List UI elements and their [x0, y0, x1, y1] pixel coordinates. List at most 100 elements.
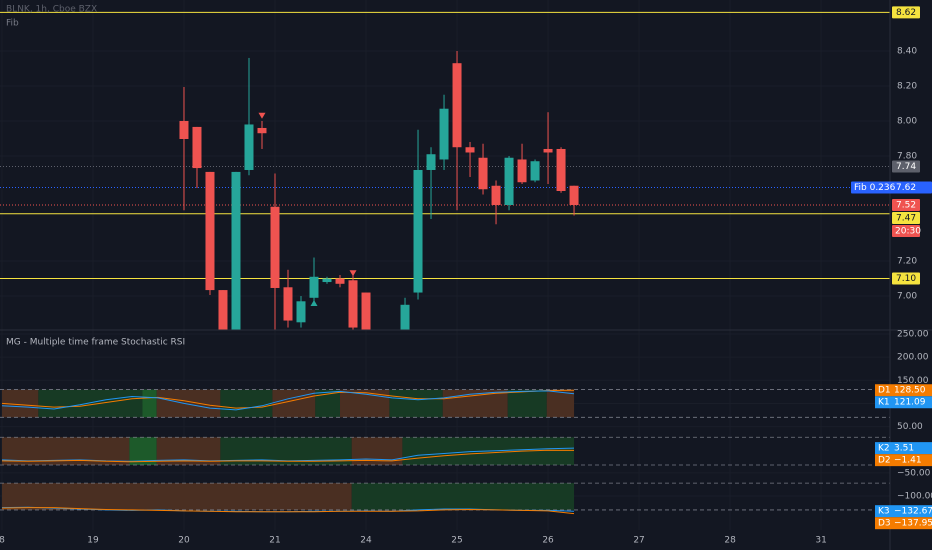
value-badge: [875, 505, 932, 518]
candle-body: [426, 154, 436, 170]
candle-body: [400, 304, 410, 330]
band-segment: [142, 389, 157, 418]
badge-name: D3: [878, 519, 891, 529]
price-badge-text: 7.47: [896, 214, 916, 224]
candle-body: [478, 157, 488, 190]
study-name: Fib: [6, 19, 19, 29]
symbol-title: BLNK, 1h, Cboe BZX: [6, 5, 97, 15]
axis-layer: 8 19 20 21 24 25 26 27 28 31 8.40 8.20 8.00 7.80 7.20 7…: [0, 6, 932, 546]
y-tick-label: 8.40: [897, 46, 917, 56]
signal-marker: [310, 300, 318, 307]
x-tick-label: 20: [178, 536, 190, 546]
badge-name: K2: [878, 444, 890, 454]
x-tick-label: 28: [724, 536, 736, 546]
value-badge: [875, 384, 932, 397]
band-segment: [38, 389, 143, 418]
band-segment: [156, 389, 221, 418]
price-badge: [892, 160, 920, 173]
x-tick-label: 24: [360, 536, 372, 546]
candle-body: [205, 171, 215, 291]
candle-body: [309, 276, 319, 298]
candle-body: [322, 278, 332, 283]
candle-body: [413, 169, 423, 293]
badge-value: 3.51: [894, 444, 914, 454]
indicator-layer: [0, 389, 890, 515]
y-tick-label: −100.00: [897, 492, 932, 502]
candle-body: [283, 287, 293, 321]
candle-body: [231, 171, 241, 330]
candle-body: [218, 290, 228, 330]
candle-body: [296, 301, 306, 323]
badge-name: K1: [878, 398, 890, 408]
price-badge: [892, 199, 920, 212]
x-tick-label: 21: [269, 536, 280, 546]
value-badge: [875, 442, 932, 455]
indicator-title: MG - Multiple time frame Stochastic RSI: [6, 338, 185, 348]
fib-badge: [851, 181, 932, 194]
fib-name: Fib 0.236: [854, 183, 896, 193]
price-badge: [892, 6, 920, 19]
x-tick-label: 26: [542, 536, 554, 546]
y-tick-label: 7.20: [897, 257, 917, 267]
x-tick-label: 25: [451, 536, 462, 546]
candle-body: [335, 278, 345, 284]
price-badge-text: 7.62: [896, 183, 916, 193]
price-badge: [892, 212, 920, 225]
badge-value: 121.09: [894, 398, 926, 408]
y-tick-label: 7.00: [897, 292, 917, 302]
indicator-line: [1, 449, 575, 463]
indicator-line: [1, 389, 575, 409]
candle-body: [530, 161, 540, 181]
badge-value: 128.50: [894, 386, 926, 396]
candle-body: [439, 108, 449, 160]
y-tick-label: 8.20: [897, 81, 917, 91]
indicator-line: [1, 507, 575, 515]
candle-body: [556, 148, 566, 191]
candle-body: [257, 127, 267, 134]
y-tick-label: 50.00: [897, 422, 923, 432]
badge-value: −132.67: [894, 507, 932, 517]
x-tick-label: 8: [0, 536, 5, 546]
price-badge-text: 7.10: [896, 274, 916, 284]
signal-marker: [258, 112, 266, 119]
y-tick-label: 7.80: [897, 151, 917, 161]
candle-body: [348, 280, 358, 328]
candle-body: [491, 185, 501, 206]
candle-body: [465, 147, 475, 153]
countdown-badge: [892, 225, 920, 238]
value-badge: [875, 517, 932, 530]
price-badge-text: 7.52: [896, 201, 916, 211]
price-badge-text: 7.74: [896, 162, 916, 172]
y-tick-label: 8.00: [897, 116, 917, 126]
candle-body: [452, 63, 462, 148]
candle-body: [244, 124, 254, 170]
band-segment: [1, 483, 352, 510]
badge-value: −137.95: [894, 519, 932, 529]
price-badge: [892, 272, 920, 285]
y-tick-label: 200.00: [897, 353, 929, 363]
y-tick-label: 150.00: [897, 376, 929, 386]
badge-name: K3: [878, 507, 890, 517]
value-badge: [875, 396, 932, 409]
candle-body: [179, 120, 189, 140]
y-tick-label: 250.00: [897, 329, 929, 339]
band-segment: [546, 389, 575, 418]
badge-name: D1: [878, 386, 891, 396]
candle-body: [543, 148, 553, 153]
x-tick-label: 27: [633, 536, 644, 546]
value-badge: [875, 454, 932, 467]
countdown-text: 20:30: [895, 227, 921, 237]
band-segment: [389, 389, 443, 418]
candle-body: [517, 159, 527, 183]
y-tick-label: −50.00: [897, 468, 931, 478]
x-tick-label: 31: [815, 536, 826, 546]
candle-body: [569, 185, 579, 206]
candle-body: [270, 206, 280, 288]
badge-value: −1.41: [894, 456, 922, 466]
band-segment: [351, 483, 575, 510]
price-layer: [0, 11, 890, 330]
signal-marker: [349, 270, 357, 277]
indicator-line: [1, 390, 575, 411]
candle-body: [361, 292, 371, 330]
